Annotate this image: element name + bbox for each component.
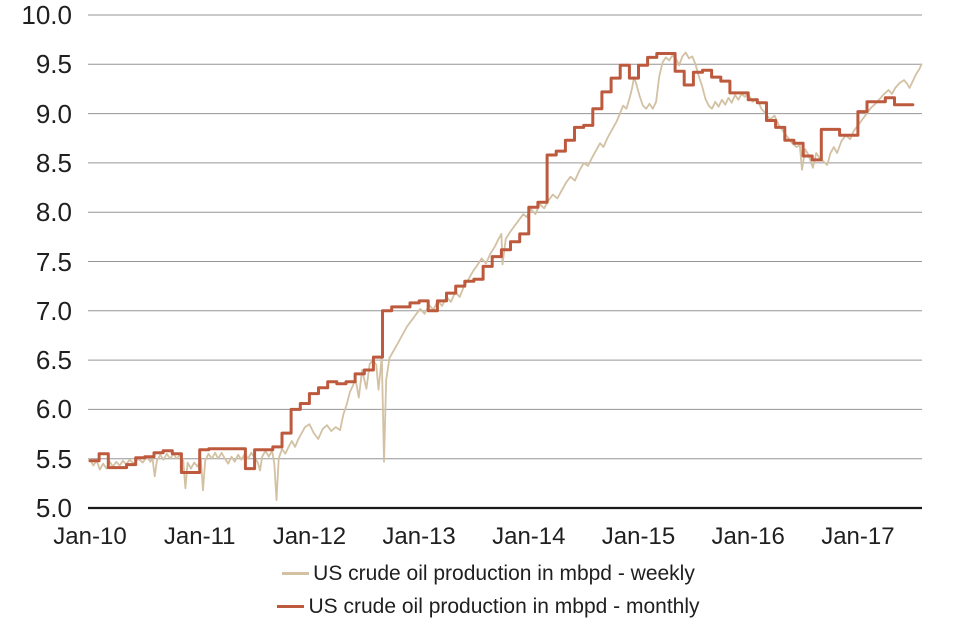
y-tick-label: 5.0 — [35, 493, 72, 523]
legend-label-monthly: US crude oil production in mbpd - monthl… — [308, 595, 700, 618]
x-tick-label: Jan-17 — [821, 523, 895, 550]
y-tick-label: 6.5 — [35, 345, 72, 376]
y-tick-label: 9.5 — [35, 49, 72, 80]
weekly-series-swatch — [282, 572, 310, 575]
weekly-series-line — [89, 51, 923, 501]
monthly-series-line — [88, 52, 915, 474]
y-tick-label: 9.0 — [35, 98, 72, 129]
x-tick-label: Jan-13 — [382, 523, 456, 550]
y-tick-label: 8.0 — [35, 197, 72, 228]
x-tick-label: Jan-14 — [492, 523, 566, 550]
y-tick-label: 8.5 — [35, 147, 72, 178]
x-tick-label: Jan-16 — [711, 523, 785, 550]
legend-label-weekly: US crude oil production in mbpd - weekly — [313, 562, 695, 585]
x-tick-label: Jan-12 — [272, 523, 347, 550]
x-tick-label: Jan-15 — [601, 523, 676, 550]
x-tick-label: Jan-10 — [53, 523, 127, 550]
y-tick-label: 7.0 — [35, 295, 72, 326]
y-tick-label: 7.5 — [35, 246, 72, 277]
y-tick-label: 5.5 — [35, 443, 72, 474]
y-tick-label: 10.0 — [21, 0, 72, 30]
monthly-series-swatch — [277, 605, 305, 608]
legend: US crude oil production in mbpd - weekly… — [0, 559, 977, 621]
legend-item-monthly: US crude oil production in mbpd - monthl… — [277, 592, 700, 621]
x-tick-label: Jan-11 — [163, 523, 236, 550]
legend-item-weekly: US crude oil production in mbpd - weekly — [282, 559, 695, 588]
y-tick-label: 6.0 — [35, 394, 72, 425]
